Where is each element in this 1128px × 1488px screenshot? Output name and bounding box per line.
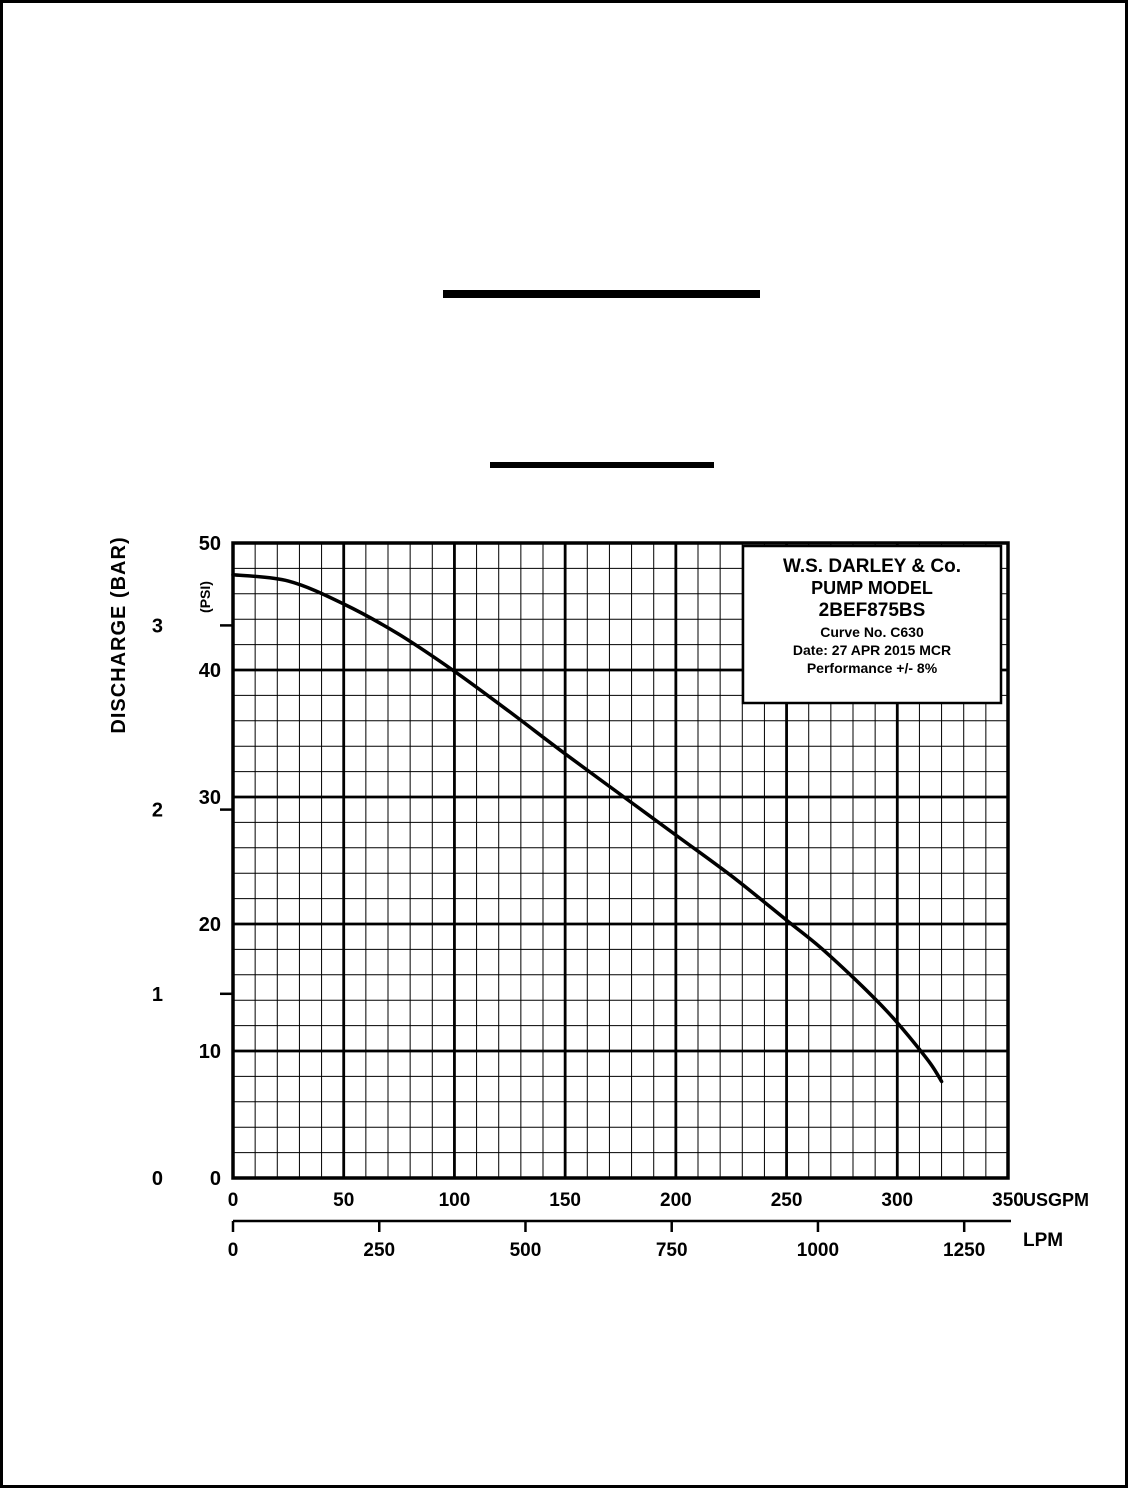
major-gridlines — [233, 543, 1008, 1178]
lpm-unit-label: LPM — [1023, 1230, 1063, 1251]
info-curve-number: Curve No. C630 — [820, 624, 924, 640]
usgpm-tick-label: 250 — [771, 1190, 803, 1211]
info-pump-model-label: PUMP MODEL — [811, 578, 933, 598]
psi-tick-label: 50 — [199, 533, 221, 555]
psi-tick-label: 10 — [199, 1041, 221, 1063]
lpm-tick-label: 1000 — [797, 1240, 839, 1261]
usgpm-tick-label: 50 — [333, 1190, 354, 1211]
curve-info-box: W.S. DARLEY & Co. PUMP MODEL 2BEF875BS C… — [741, 544, 1003, 705]
lpm-tick-label: 500 — [510, 1240, 542, 1261]
usgpm-tick-label: 100 — [439, 1190, 471, 1211]
bar-axis-ticks — [220, 624, 233, 996]
info-company: W.S. DARLEY & Co. — [783, 556, 961, 577]
usgpm-tick-label: 300 — [881, 1190, 913, 1211]
info-performance-tolerance: Performance +/- 8% — [807, 660, 938, 676]
usgpm-tick-label: 350 — [992, 1190, 1024, 1211]
lpm-tick-label: 0 — [228, 1240, 239, 1261]
bar-tick-labels: 3 2 1 0 — [152, 615, 163, 1190]
y-axis-title: DISCHARGE (BAR) — [108, 536, 130, 733]
lpm-tick-label: 750 — [656, 1240, 688, 1261]
psi-tick-label: 40 — [199, 660, 221, 682]
info-date: Date: 27 APR 2015 MCR — [793, 642, 951, 658]
psi-tick-label: 20 — [199, 914, 221, 936]
bar-tick-label: 1 — [152, 984, 163, 1006]
usgpm-unit-label: USGPM — [1023, 1190, 1089, 1210]
usgpm-tick-labels: 0 50 100 150 200 250 300 350 — [228, 1190, 1024, 1211]
lpm-axis: 0 250 500 750 1000 1250 — [228, 1219, 1011, 1261]
lpm-tick-label: 1250 — [943, 1240, 985, 1261]
psi-unit-label: (PSI) — [197, 581, 213, 613]
usgpm-tick-label: 0 — [228, 1190, 239, 1211]
bar-tick-label: 2 — [152, 800, 163, 822]
redacted-subtitle-bar — [490, 462, 714, 468]
info-box-border — [741, 544, 1003, 705]
usgpm-tick-label: 200 — [660, 1190, 692, 1211]
redacted-title-bar — [443, 290, 760, 298]
usgpm-tick-label: 150 — [549, 1190, 581, 1211]
bar-tick-label: 3 — [152, 615, 163, 637]
bar-tick-label: 0 — [152, 1168, 163, 1190]
lpm-tick-label: 250 — [363, 1240, 395, 1261]
psi-tick-label: 0 — [210, 1168, 221, 1190]
head-capacity-curve — [231, 573, 944, 1084]
psi-tick-label: 30 — [199, 787, 221, 809]
info-model-number: 2BEF875BS — [819, 600, 926, 621]
plot-border — [231, 541, 1010, 1180]
psi-tick-labels: 50 40 30 20 10 0 — [199, 533, 221, 1190]
